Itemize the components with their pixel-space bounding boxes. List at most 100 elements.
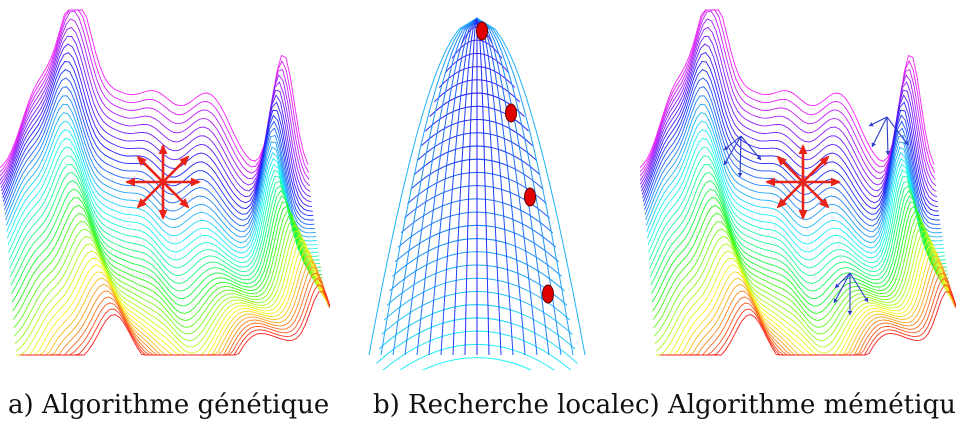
surface-contour-line	[649, 171, 947, 284]
surface-contour-line	[11, 188, 322, 299]
surface-contour-line	[648, 155, 946, 269]
surface-contour-line	[9, 164, 320, 277]
blue-local-search-arrow	[886, 116, 909, 146]
blue-local-search-arrow	[833, 272, 851, 304]
peak-mesh-meridian	[464, 17, 478, 356]
surface-contour-line	[0, 26, 311, 192]
surface-contour-line	[643, 77, 940, 221]
surface-contour-line	[14, 224, 326, 345]
peak-mesh-meridian	[476, 17, 514, 356]
surface-contour-line	[646, 120, 943, 249]
red-arrow-head	[776, 198, 787, 209]
surface-contour-line	[649, 164, 946, 277]
caption-genetic-algorithm: a) Algorithme génétique	[8, 390, 330, 420]
surface-contour-line	[640, 9, 936, 173]
surface-contour-line	[642, 61, 939, 212]
blue-arrow-head	[833, 298, 838, 303]
peak-mesh-meridian	[476, 17, 502, 356]
surface-contour-line	[654, 224, 952, 345]
surface-contour-line	[6, 120, 317, 249]
blue-arrow-head	[835, 283, 840, 288]
surface-contour-line	[17, 244, 328, 356]
surface-contour-line	[640, 18, 937, 187]
surface-contour-line	[15, 230, 326, 352]
surface-contour-line	[12, 204, 323, 314]
unimodal-peak-surface	[368, 17, 586, 370]
red-arrow-head	[798, 144, 808, 154]
peak-mesh-meridian	[476, 17, 586, 356]
blue-local-search-arrow	[740, 135, 762, 161]
surface-contour-line	[5, 112, 317, 244]
surface-contour-line	[642, 68, 940, 217]
surface-contour-line	[650, 180, 947, 292]
surface-contour-line	[640, 9, 935, 169]
surface-contour-line	[652, 209, 950, 321]
peak-mesh-meridian	[476, 17, 526, 356]
red-arrow-head	[776, 155, 787, 166]
surface-contour-line	[640, 10, 936, 180]
surface-contour-line	[14, 219, 325, 337]
blue-arrow-head	[885, 150, 891, 155]
red-arrow-head	[136, 198, 147, 209]
surface-contour-line	[21, 284, 330, 356]
surface-contour-line	[6, 129, 318, 254]
red-search-point	[505, 103, 517, 123]
surface-contour-line	[644, 95, 942, 232]
surface-contour-line	[9, 171, 321, 284]
peak-mesh-meridian	[392, 17, 478, 356]
blue-arrow-head	[737, 172, 743, 177]
surface-contour-line	[22, 291, 330, 356]
surface-contour-line	[3, 86, 315, 227]
surface-contour-line	[652, 204, 949, 314]
red-arrow-head	[179, 198, 190, 209]
multimodal-landscape-surface	[0, 9, 330, 356]
peak-mesh-meridian	[476, 17, 490, 356]
surface-contour-line	[10, 180, 321, 292]
surface-contour-line	[662, 291, 956, 356]
red-arrow-head	[179, 155, 190, 166]
surface-contour-line	[7, 137, 319, 259]
blue-arrow-head	[903, 140, 908, 145]
surface-contour-line	[645, 112, 943, 244]
surface-contour-line	[0, 9, 309, 169]
surface-contour-line	[2, 61, 313, 212]
surface-contour-line	[0, 9, 310, 173]
surface-contour-line	[4, 95, 316, 232]
surface-contour-line	[640, 26, 937, 192]
peak-mesh-meridian	[476, 17, 574, 356]
blue-arrow-head	[847, 311, 853, 315]
peak-mesh-meridian	[416, 17, 478, 356]
peak-mesh-meridian	[440, 17, 478, 356]
peak-mesh-meridian	[452, 17, 478, 356]
red-arrow-head	[819, 198, 830, 209]
surface-contour-line	[0, 10, 310, 180]
surface-contour-line	[661, 284, 956, 356]
peak-mesh-meridian	[476, 17, 550, 356]
blue-arrow-head	[724, 145, 729, 150]
memetic-algorithm-panel	[640, 0, 956, 370]
surface-contour-line	[651, 197, 949, 307]
surface-contour-line	[656, 239, 954, 356]
surface-contour-line	[653, 215, 950, 329]
surface-contour-line	[0, 18, 311, 187]
surface-contour-line	[656, 233, 953, 356]
blue-local-search-arrow	[723, 135, 742, 166]
red-arrow-head	[765, 177, 775, 187]
local-search-panel	[365, 0, 590, 370]
surface-contour-line	[16, 233, 327, 356]
surface-contour-line	[646, 129, 944, 254]
surface-contour-line	[655, 230, 952, 352]
peak-mesh-row	[421, 357, 533, 370]
caption-local-search: b) Recherche locale	[373, 390, 635, 420]
red-arrow-head	[831, 177, 841, 187]
surface-contour-line	[16, 239, 328, 356]
red-arrow-head	[798, 210, 808, 220]
red-search-point	[542, 284, 554, 304]
surface-contour-line	[654, 219, 951, 337]
surface-contour-line	[647, 137, 945, 259]
blue-local-search-arrow	[739, 135, 742, 178]
red-arrow-head	[125, 177, 135, 187]
blue-arrow-head	[723, 160, 729, 165]
peak-mesh-meridian	[476, 17, 538, 356]
surface-contour-line	[8, 155, 320, 269]
